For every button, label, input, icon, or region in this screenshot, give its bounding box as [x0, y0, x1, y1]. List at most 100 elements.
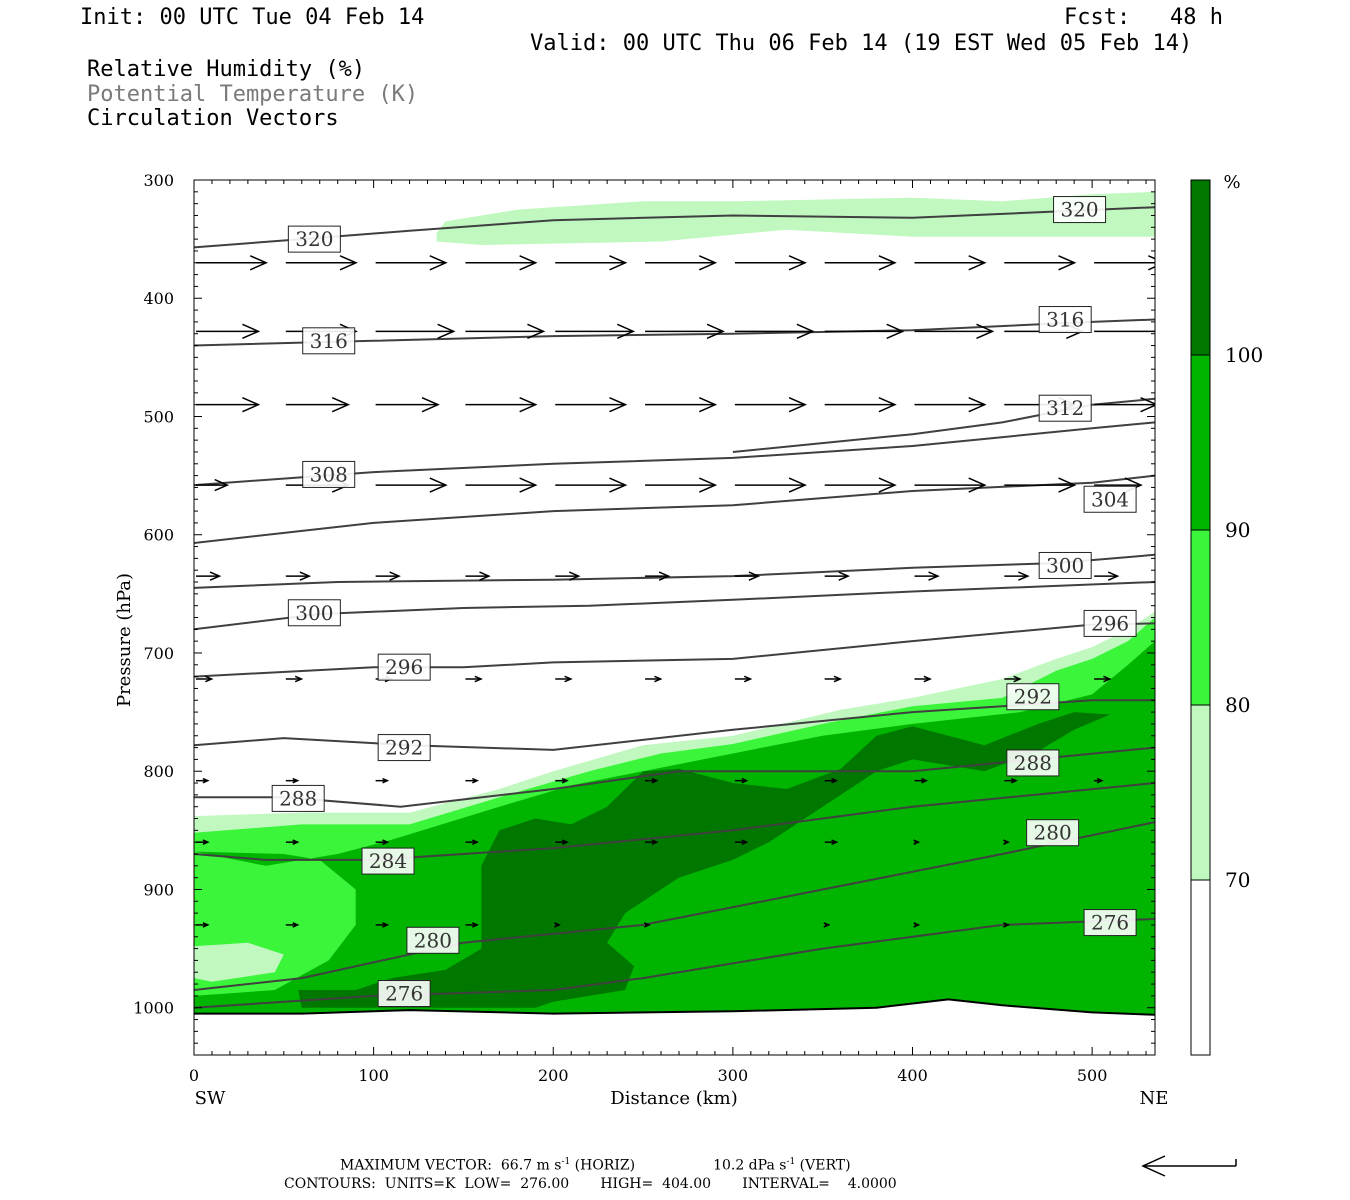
rh70-pocket	[194, 942, 284, 982]
contours-info: CONTOURS: UNITS=K LOW= 276.00 HIGH= 404.…	[284, 1176, 897, 1192]
rh70-upper-band	[436, 191, 1155, 245]
vector-arrowhead	[698, 396, 718, 413]
vector-arrowhead	[472, 922, 480, 928]
colorbar-80	[1191, 530, 1210, 705]
vector-arrowhead	[294, 675, 304, 683]
colorbar-frame	[1190, 179, 1211, 1056]
rh100-core	[298, 712, 1111, 1008]
theta-label-320: 320	[295, 227, 333, 251]
theta-contour-316	[194, 318, 1155, 347]
y-tick-label: 300	[143, 171, 174, 190]
y-tick-label: 1000	[133, 999, 174, 1018]
x-tick-label: 0	[189, 1066, 199, 1085]
field-vectors-title: Circulation Vectors	[87, 106, 339, 131]
theta-label-box	[1083, 909, 1137, 937]
theta-label-292: 292	[385, 736, 423, 760]
colorbar-100	[1191, 180, 1210, 355]
x-tick-label: 100	[358, 1066, 389, 1085]
theta-label-box	[1038, 394, 1092, 422]
sw-label: SW	[195, 1088, 226, 1109]
vector-arrowhead	[205, 675, 214, 683]
vector-arrowhead	[437, 323, 456, 340]
vector-arrowhead	[651, 839, 659, 845]
rh-shading	[194, 191, 1155, 1055]
colorbar-below-70	[1191, 880, 1210, 1055]
vector-arrowhead	[561, 839, 569, 845]
below-surface	[194, 999, 1155, 1055]
theta-label-box	[1083, 609, 1137, 637]
theta-label-280: 280	[1034, 821, 1072, 845]
vector-arrowhead	[706, 323, 725, 340]
vector-arrowhead	[1096, 777, 1104, 784]
theta-label-box	[1006, 749, 1060, 777]
theta-label-box	[377, 734, 431, 762]
vector-arrowhead	[249, 255, 269, 271]
vector-arrowhead	[1103, 675, 1112, 683]
theta-label-280: 280	[414, 928, 452, 952]
ne-label: NE	[1140, 1088, 1169, 1109]
vector-arrowhead	[831, 777, 839, 784]
theta-label-296: 296	[1091, 611, 1129, 635]
vector-arrowhead	[878, 477, 897, 493]
vector-arrowhead	[788, 255, 807, 271]
y-tick-label: 500	[143, 407, 174, 426]
axes: 300 400 500 600 700 800 900 1000 0 100 200 300 400 50…	[133, 171, 1155, 1085]
circulation-vectors	[196, 255, 1155, 928]
vector-arrowhead	[698, 477, 718, 493]
theta-label-276: 276	[1091, 911, 1129, 935]
vector-arrowhead	[913, 839, 921, 845]
vector-arrowhead	[209, 571, 222, 581]
x-axis-label: Distance (km)	[610, 1088, 737, 1109]
vector-arrowhead	[788, 396, 807, 413]
init-time: Init: 00 UTC Tue 04 Feb 14	[80, 5, 425, 30]
vector-arrowhead	[643, 922, 651, 928]
vector-arrowhead	[878, 255, 897, 271]
max-vector-horiz: MAXIMUM VECTOR: 66.7 m s	[340, 1157, 562, 1174]
theta-label-box	[1026, 819, 1080, 847]
vector-arrowhead	[382, 839, 390, 845]
vector-arrowhead	[976, 323, 995, 340]
vector-arrowhead	[339, 255, 358, 271]
colorbar-label-80: 80	[1225, 693, 1250, 717]
vector-arrowhead	[1148, 255, 1155, 271]
theta-label-304: 304	[1091, 487, 1129, 511]
surface-line	[194, 998, 1155, 1016]
vector-arrowhead	[292, 922, 300, 928]
vector-arrowhead	[968, 255, 987, 271]
theta-contour-300	[194, 553, 1155, 589]
vector-arrowhead	[698, 255, 718, 271]
vector-arrowhead	[474, 675, 483, 683]
max-vector-line: MAXIMUM VECTOR: 66.7 m s-1 (HORIZ) 10.2 d…	[340, 1157, 851, 1174]
vector-arrowhead	[421, 396, 440, 413]
vector-arrowhead	[292, 839, 300, 845]
y-tick-label: 800	[143, 762, 174, 781]
theta-label-320: 320	[1060, 198, 1098, 222]
vector-arrowhead	[833, 675, 843, 683]
vector-arrowhead	[561, 777, 569, 784]
colorbar-label-100: 100	[1225, 343, 1263, 367]
vector-arrowhead	[202, 777, 210, 784]
theta-contour-280	[194, 821, 1155, 991]
vector-arrowhead	[838, 571, 850, 581]
vector-arrowhead	[429, 477, 448, 493]
vector-arrowhead	[886, 323, 905, 340]
theta-label-box	[1083, 485, 1137, 513]
theta-label-box	[1006, 683, 1060, 711]
theta-label-box	[1038, 306, 1092, 334]
theta-label-300: 300	[295, 601, 333, 625]
theta-contour-276	[194, 918, 1155, 1009]
theta-label-box	[271, 784, 325, 812]
x-tick-label: 300	[718, 1066, 749, 1085]
y-tick-label: 600	[143, 526, 174, 545]
theta-contour-308	[194, 421, 1155, 487]
theta-label-box	[287, 599, 341, 627]
vector-arrowhead	[299, 571, 312, 581]
vector-arrowhead	[616, 323, 636, 340]
theta-label-box	[377, 980, 431, 1008]
vector-arrowhead	[527, 323, 546, 340]
theta-label-316: 316	[1046, 308, 1084, 332]
vector-arrowhead	[921, 777, 929, 784]
vector-arrowhead	[923, 675, 932, 683]
theta-label-box	[302, 327, 356, 355]
